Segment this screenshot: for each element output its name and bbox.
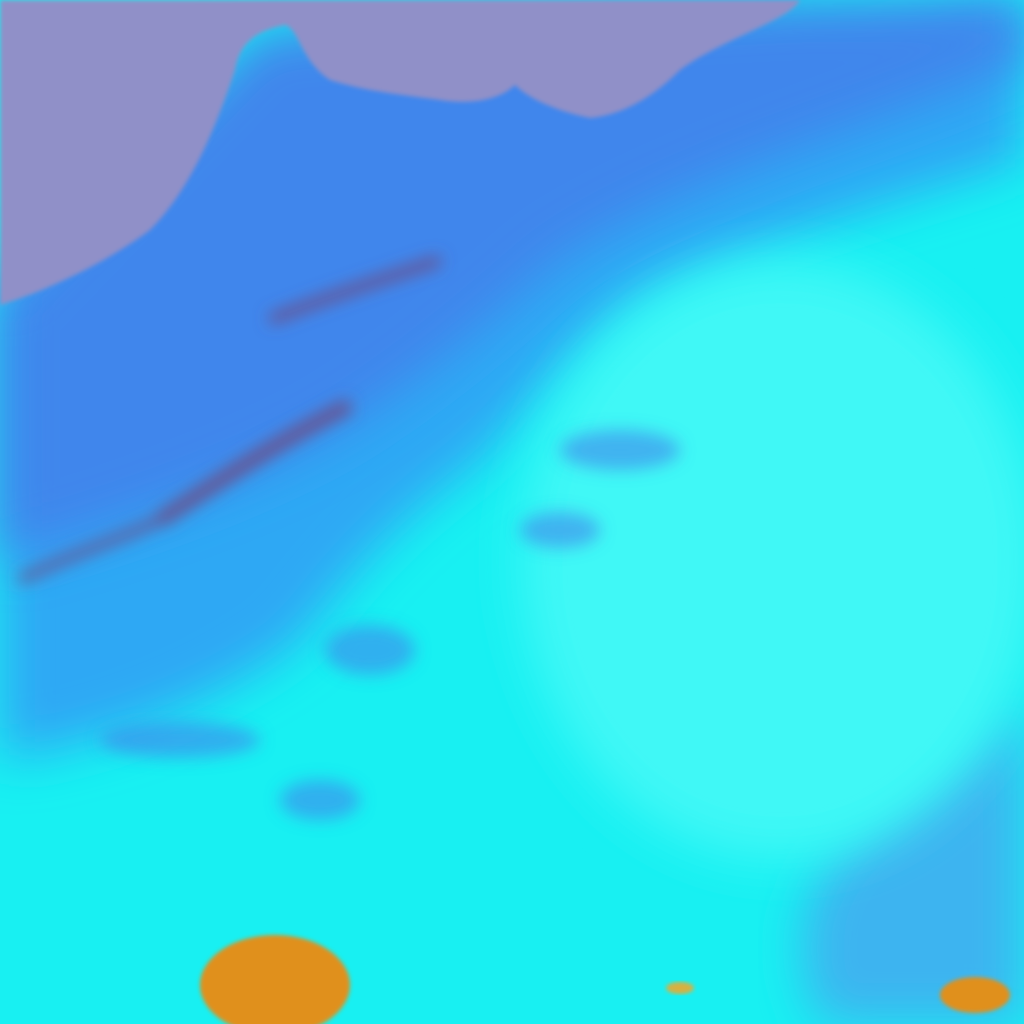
- mid-land: [0, 0, 1024, 760]
- mountain-ridge: [18, 255, 442, 584]
- orange-patch: [200, 935, 350, 1024]
- bright-desert: [520, 260, 1024, 860]
- sea: [0, 0, 800, 305]
- southeast-land: [802, 700, 1024, 1024]
- orange-patch-east: [940, 977, 1010, 1013]
- coast-land: [0, 0, 1024, 560]
- yellow-patch: [666, 982, 694, 994]
- dark-patches: [100, 430, 680, 820]
